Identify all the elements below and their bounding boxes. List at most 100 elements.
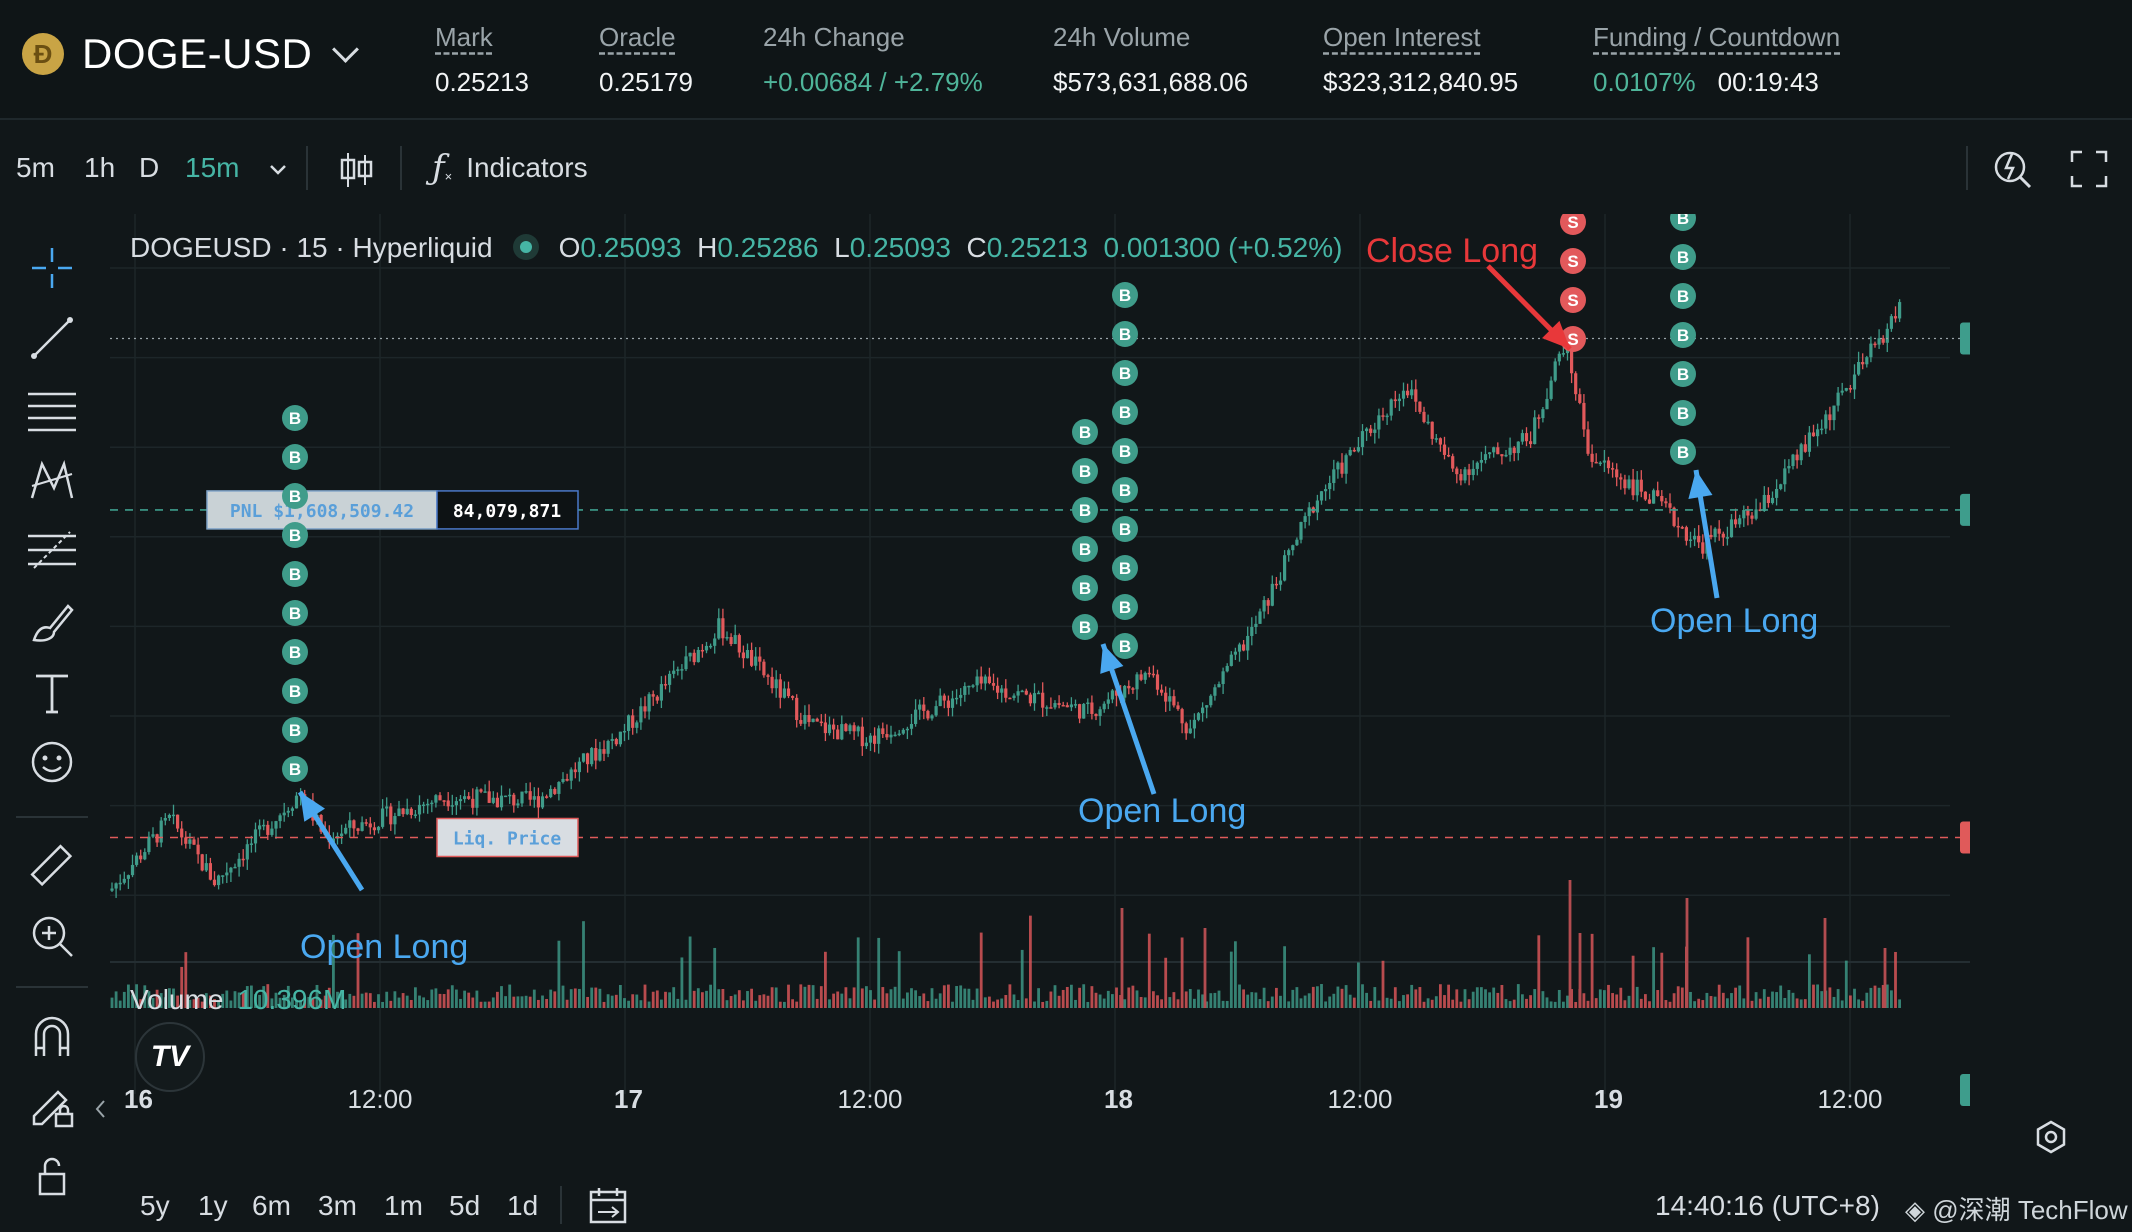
volume-bar [971,999,975,1008]
candle-body [126,875,130,879]
range-3m[interactable]: 3m [318,1190,357,1221]
sell-marker-letter: S [1567,252,1578,271]
timeframe-d[interactable]: D [139,152,160,183]
candle-body [967,685,971,688]
timeframe-5m[interactable]: 5m [16,152,55,183]
volume-bar [1697,998,1701,1008]
volume-bar [1082,984,1086,1008]
scroll-left-icon[interactable] [94,1098,108,1120]
text-tool-icon[interactable] [26,666,78,718]
volume-bar [1090,986,1094,1008]
emoji-icon[interactable] [26,736,78,788]
candle-body [1898,302,1902,319]
brush-icon[interactable] [26,596,78,648]
volume-bar [623,998,626,1008]
volume-bar [1106,990,1110,1008]
candle-body [1164,692,1168,702]
pattern-icon[interactable] [26,454,78,506]
clock[interactable]: 14:40:16 (UTC+8) [1655,1190,1880,1221]
candle-body [663,684,668,686]
candle-body [1795,454,1799,461]
volume-bar [1734,987,1737,1008]
chevron-down-icon[interactable] [268,160,288,180]
magnet-icon[interactable] [26,1010,78,1062]
volume-bar [315,984,319,1008]
candle-body [217,875,221,886]
buy-marker: B [282,444,308,470]
candle-body [1877,338,1881,345]
ruler-icon[interactable] [26,840,78,892]
fib-retracement-icon[interactable] [26,526,78,578]
chevron-down-icon[interactable] [332,35,360,63]
fullscreen-icon[interactable] [2070,150,2108,188]
volume-bar [192,999,196,1008]
buy-marker-circle [1670,244,1696,270]
volume-bar [1693,1001,1696,1008]
volume-bar [762,994,766,1008]
range-5d[interactable]: 5d [449,1190,481,1221]
indicators-button[interactable]: ƒ × Indicators [432,148,588,188]
range-1m[interactable]: 1m [384,1190,423,1221]
date-range-icon[interactable] [588,1186,628,1224]
settings-gear-icon[interactable] [2034,1120,2068,1154]
symbol-selector[interactable]: Ð DOGE-USD [22,30,360,78]
trend-line-icon[interactable] [26,312,78,364]
lock-drawings-icon[interactable] [26,1080,78,1132]
range-5y[interactable]: 5y [140,1190,170,1221]
volume-bar [1291,989,1295,1008]
legend-close: 0.25213 [986,232,1088,263]
funding-countdown: 00:19:43 [1717,67,1819,97]
candle-body [1524,433,1529,442]
candle-body [1709,534,1713,538]
watermark: ◈ @深潮 TechFlow [1905,1195,2128,1225]
liq-price-label: Liq. Price [453,828,562,849]
crosshair-icon[interactable] [26,242,78,294]
range-1d[interactable]: 1d [507,1190,539,1221]
price-badge: 10.396M [1960,1074,1970,1106]
candle-body [1065,705,1069,708]
candle-body [631,715,635,728]
price-chart[interactable]: 0.260000.250000.240000.230000.220000.210… [110,214,1970,1110]
candle-body [540,796,545,808]
price-badge: 0.23300 [1960,493,1970,526]
volume-bar [1254,992,1258,1008]
candle-body [1721,533,1725,538]
stat-24h-change: 24h Change +0.00684 / +2.79% [763,22,983,98]
volume-bar [1639,998,1643,1008]
candle-body [1811,432,1816,437]
candle-body [1110,690,1114,700]
zoom-in-icon[interactable] [26,910,78,962]
candle-body [1483,454,1488,461]
candle-body [729,637,733,645]
time-tick-label: 12:00 [1327,1084,1392,1110]
candle-body [1471,468,1475,475]
candle-body [1574,373,1578,395]
tradingview-logo[interactable]: TV [135,1022,205,1092]
candle-body [1500,454,1504,457]
volume-bar [1430,999,1434,1008]
timeframe-15m[interactable]: 15m [185,152,240,183]
volume-bar [1057,995,1061,1008]
candle-body [799,720,803,724]
quick-search-icon[interactable] [1993,148,2033,190]
stat-label: 24h Volume [1053,22,1191,52]
timeframe-1h[interactable]: 1h [84,152,116,183]
lock-icon[interactable] [26,1150,78,1202]
volume-bar [323,995,327,1008]
volume-bar [1275,987,1278,1008]
position-size-bg [436,490,579,530]
candle-body [1422,411,1426,422]
function-icon: ƒ [432,148,445,188]
volume-bar [1385,997,1389,1008]
volume-bar [1287,1001,1291,1008]
buy-marker-circle [1670,322,1696,348]
volume-bar [1307,993,1311,1008]
candlestick-type-icon[interactable] [338,150,374,190]
candle-body [897,733,901,736]
buy-marker: B [282,600,308,626]
range-6m[interactable]: 6m [252,1190,291,1221]
horizontal-lines-icon[interactable] [26,384,78,436]
volume-bar [1324,1001,1327,1008]
volume-bar [1188,988,1192,1008]
range-1y[interactable]: 1y [198,1190,228,1221]
